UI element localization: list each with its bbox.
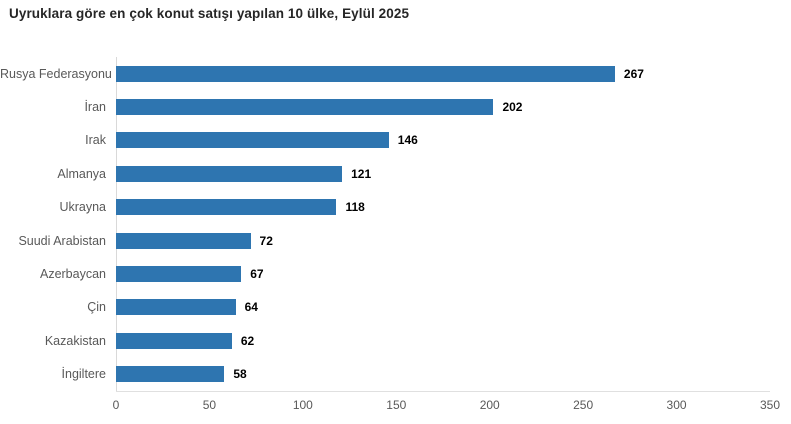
bar [116, 366, 225, 383]
x-tick-label: 150 [386, 398, 407, 412]
bar-track: 64 [116, 299, 770, 316]
bar [116, 332, 232, 349]
value-label: 58 [233, 367, 247, 382]
value-label: 267 [623, 66, 644, 81]
x-tick-label: 0 [112, 398, 120, 412]
bar [116, 199, 337, 216]
value-label: 72 [259, 233, 273, 248]
category-label: Kazakistan [44, 333, 106, 348]
bar-track: 58 [116, 366, 770, 383]
bar [116, 99, 494, 116]
category-label: İran [84, 100, 106, 115]
chart-row: Rusya Federasyonu 267 [0, 57, 775, 90]
x-tick-label: 350 [759, 398, 781, 412]
category-label: Almanya [57, 166, 106, 181]
chart-row: Suudi Arabistan 72 [0, 224, 775, 257]
category-label: Suudi Arabistan [18, 233, 106, 248]
bar-track: 267 [116, 65, 770, 82]
chart-rows: Rusya Federasyonu 267 İran 202 Irak 146 Almany… [0, 57, 775, 391]
x-tick-label: 300 [666, 398, 687, 412]
value-label: 67 [250, 267, 264, 282]
value-label: 118 [345, 200, 365, 215]
x-tick-label: 50 [202, 398, 217, 412]
chart-row: İngiltere 58 [0, 358, 775, 391]
bar-track: 146 [116, 132, 770, 149]
chart-row: Kazakistan 62 [0, 324, 775, 357]
bar [116, 165, 343, 182]
value-label: 202 [502, 100, 523, 115]
chart-row: Irak 146 [0, 124, 775, 157]
bar [116, 266, 242, 283]
value-label: 121 [351, 166, 372, 181]
bar-track: 118 [116, 199, 770, 216]
chart-title: Uyruklara göre en çok konut satışı yapıl… [9, 6, 410, 21]
y-axis-line [116, 57, 117, 391]
bar [116, 65, 615, 82]
bar-chart: Rusya Federasyonu 267 İran 202 Irak 146 Almany… [0, 57, 791, 417]
chart-row: İran 202 [0, 90, 775, 123]
bar [116, 299, 236, 316]
value-label: 64 [244, 300, 258, 315]
bar [116, 132, 389, 149]
category-label: Rusya Federasyonu [0, 66, 112, 81]
bar-track: 72 [116, 232, 770, 249]
category-label: Irak [85, 133, 106, 148]
category-label: İngiltere [61, 367, 106, 382]
x-tick-label: 250 [573, 398, 594, 412]
x-axis: 0 50 100 150 200 250 300 350 [112, 391, 780, 416]
value-label: 62 [240, 333, 255, 348]
chart-row: Almanya 121 [0, 157, 775, 190]
bar [116, 232, 251, 249]
category-label: Azerbaycan [39, 267, 106, 282]
bar-track: 67 [116, 266, 770, 283]
bar-track: 62 [116, 332, 770, 349]
chart-row: Çin 64 [0, 291, 775, 324]
bar-track: 202 [116, 99, 770, 116]
category-label: Ukrayna [59, 200, 106, 215]
value-label: 146 [397, 133, 418, 148]
chart-row: Ukrayna 118 [0, 191, 775, 224]
x-tick-label: 100 [292, 398, 313, 412]
x-tick-label: 200 [479, 398, 500, 412]
chart-row: Azerbaycan 67 [0, 257, 775, 290]
bar-track: 121 [116, 165, 770, 182]
category-label: Çin [87, 300, 106, 315]
